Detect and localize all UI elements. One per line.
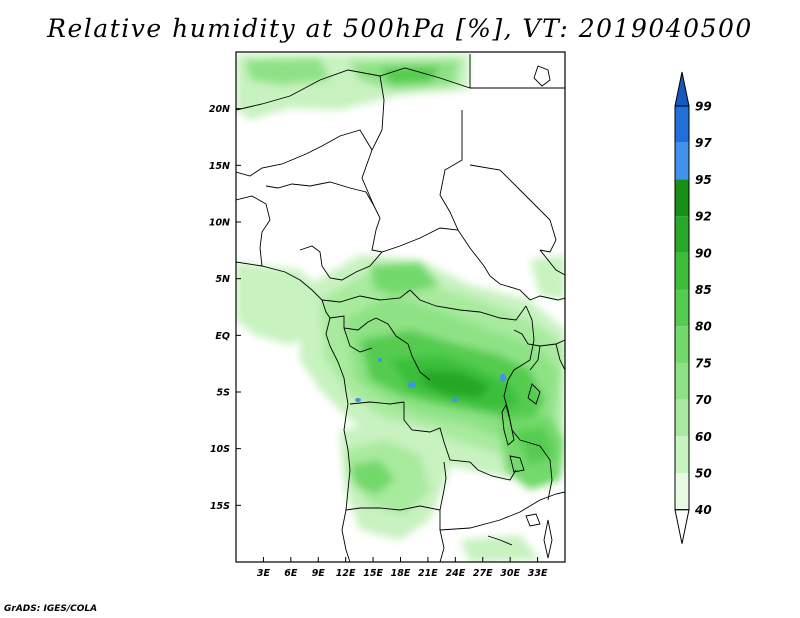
x-tick-label: 30E [500, 568, 520, 579]
colorbar-label: 40 [694, 503, 712, 517]
x-tick-label: 27E [473, 568, 493, 579]
colorbar-label: 70 [695, 393, 712, 407]
colorbar-segment [675, 362, 689, 400]
colorbar-label: 99 [695, 100, 712, 114]
colorbar-segment [675, 179, 689, 217]
x-tick-label: 18E [391, 568, 411, 579]
x-tick-label: 9E [312, 568, 326, 579]
colorbar-label: 97 [695, 136, 712, 150]
y-tick-label: 15S [210, 501, 230, 512]
colorbar-label: 50 [695, 467, 712, 481]
colorbar-segment [675, 326, 689, 363]
x-tick-label: 21E [418, 568, 438, 579]
colorbar-segment [675, 473, 689, 510]
y-tick-label: 15N [209, 161, 230, 172]
longitude-axis: 3E 6E 9E 12E 15E 18E 21E 24E 27E 30E 33E [257, 557, 548, 579]
map-title: Relative humidity at 500hPa [%], VT: 201… [47, 14, 753, 43]
x-tick-label: 24E [445, 568, 465, 579]
colorbar-segment [675, 106, 689, 143]
x-tick-label: 3E [257, 568, 271, 579]
colorbar-outline [674, 105, 690, 511]
colorbar-segment [675, 289, 689, 327]
colorbar-top-cap [674, 71, 690, 107]
colorbar-label: 92 [695, 210, 712, 224]
x-tick-label: 6E [284, 568, 298, 579]
y-tick-label: 20N [209, 104, 230, 115]
colorbar-bottom-cap [674, 509, 690, 544]
colorbar-segment [675, 252, 689, 290]
colorbar-boxes [674, 71, 690, 544]
y-tick-label: EQ [215, 331, 230, 342]
x-tick-label: 15E [363, 568, 383, 579]
y-tick-label: 10N [209, 218, 230, 229]
colorbar-labels: 99 97 95 92 90 85 80 75 70 60 50 40 [694, 100, 712, 518]
colorbar-segment [675, 142, 689, 180]
colorbar-label: 60 [695, 430, 712, 444]
colorbar-label: 95 [695, 173, 712, 187]
colorbar-label: 75 [695, 356, 712, 370]
latitude-axis: 20N 15N 10N 5N EQ 5S 10S 15S [209, 104, 241, 512]
grads-credit: GrADS: IGES/COLA [4, 604, 98, 614]
country-borders [236, 54, 565, 562]
x-tick-label: 12E [336, 568, 356, 579]
y-tick-label: 5S [217, 388, 231, 399]
humidity-field [236, 52, 565, 562]
colorbar-segment [675, 436, 689, 473]
colorbar-segment [675, 216, 689, 253]
y-tick-label: 5N [215, 274, 230, 285]
colorbar-label: 80 [695, 320, 712, 334]
colorbar-segment [675, 399, 689, 437]
y-tick-label: 10S [210, 444, 230, 455]
colorbar-label: 90 [695, 246, 712, 260]
colorbar-label: 85 [695, 283, 712, 297]
x-tick-label: 33E [528, 568, 548, 579]
